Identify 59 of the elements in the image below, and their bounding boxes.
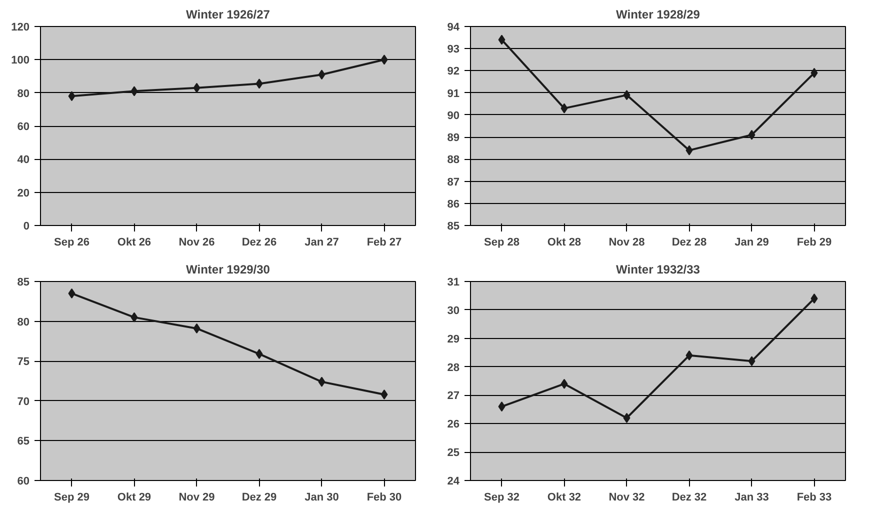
y-tick-label: 100: [11, 54, 30, 67]
y-tick-label: 65: [17, 436, 30, 448]
x-tick-label: Sep 32: [484, 492, 520, 504]
chart-title: Winter 1928/29: [616, 8, 700, 22]
y-tick-label: 91: [447, 88, 460, 100]
y-tick-label: 60: [17, 121, 30, 133]
x-tick-label: Okt 28: [547, 236, 582, 248]
y-tick-label: 20: [17, 187, 30, 200]
x-tick-label: Dez 26: [242, 236, 277, 248]
x-tick-label: Dez 28: [672, 236, 707, 248]
x-tick-label: Jan 30: [304, 492, 339, 504]
chart-title: Winter 1926/27: [186, 8, 270, 22]
x-tick-label: Feb 29: [796, 236, 832, 248]
y-tick-label: 87: [447, 176, 460, 188]
x-tick-label: Sep 29: [54, 492, 90, 504]
x-tick-label: Dez 29: [242, 492, 277, 504]
y-tick-label: 94: [447, 22, 460, 34]
y-tick-label: 26: [447, 418, 460, 431]
x-tick-label: Nov 28: [608, 236, 645, 248]
y-tick-label: 120: [11, 22, 30, 34]
y-tick-label: 80: [17, 88, 30, 100]
x-tick-label: Nov 29: [178, 492, 215, 504]
y-tick-label: 75: [17, 356, 30, 368]
y-tick-label: 88: [447, 154, 460, 166]
chart-title: Winter 1929/30: [186, 262, 270, 276]
chart-title: Winter 1932/33: [616, 262, 700, 276]
x-tick-label: Sep 26: [54, 236, 90, 248]
x-tick-label: Dez 32: [672, 492, 707, 504]
y-tick-label: 30: [447, 304, 460, 317]
y-tick-label: 0: [23, 220, 30, 232]
y-tick-label: 28: [447, 362, 460, 374]
x-tick-label: Feb 27: [366, 236, 402, 248]
y-tick-label: 80: [17, 316, 30, 328]
x-tick-label: Sep 28: [484, 236, 520, 248]
y-tick-label: 86: [447, 198, 460, 210]
y-tick-label: 27: [447, 390, 460, 402]
x-tick-label: Nov 32: [608, 492, 645, 504]
y-tick-label: 85: [447, 220, 460, 232]
y-tick-label: 92: [447, 66, 460, 78]
x-tick-label: Jan 29: [734, 236, 769, 248]
y-tick-label: 70: [17, 396, 30, 408]
x-tick-label: Jan 33: [734, 492, 769, 504]
y-tick-label: 89: [447, 132, 460, 144]
x-tick-label: Feb 33: [796, 492, 832, 504]
y-tick-label: 90: [447, 110, 460, 122]
x-tick-label: Nov 26: [178, 236, 215, 248]
y-tick-label: 25: [447, 447, 460, 460]
x-tick-label: Okt 26: [117, 236, 152, 248]
y-tick-label: 29: [447, 333, 460, 346]
x-tick-label: Jan 27: [304, 236, 339, 248]
x-tick-label: Feb 30: [366, 492, 402, 504]
y-tick-label: 31: [447, 276, 460, 288]
y-tick-label: 85: [17, 276, 30, 288]
x-tick-label: Okt 29: [117, 492, 152, 504]
y-tick-label: 40: [17, 154, 30, 166]
y-tick-label: 93: [447, 44, 460, 56]
y-tick-label: 24: [447, 476, 460, 488]
x-tick-label: Okt 32: [547, 492, 582, 504]
y-tick-label: 60: [17, 476, 30, 488]
